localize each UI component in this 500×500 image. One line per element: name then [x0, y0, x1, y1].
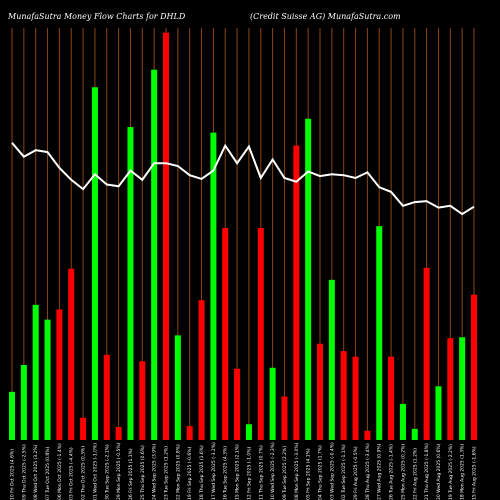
- bar: [198, 300, 205, 440]
- bar: [399, 403, 406, 440]
- bar: [376, 226, 383, 440]
- bar: [388, 356, 395, 440]
- bar: [257, 227, 264, 440]
- x-tick-label: 15 Mon Sep 2025 (2.1%): [235, 444, 241, 500]
- bar: [447, 338, 454, 440]
- bar: [91, 87, 98, 440]
- bar: [234, 368, 241, 440]
- grid-lines: [11, 28, 475, 440]
- x-tick-label: 05 Fri Sep 2025 (4.1%): [306, 448, 312, 500]
- x-tick-label: 08 Wed Oct 2025 (3.2%): [33, 444, 39, 500]
- x-tick-label: 19 Fri Sep 2025 (-0.6%): [187, 446, 193, 500]
- x-tick-label: 19 Tue Aug 2025 (-2.2%): [448, 444, 454, 500]
- bar: [56, 309, 63, 440]
- x-tick-label: 26 Tue Aug 2025 (-1.4%): [389, 444, 395, 500]
- bar: [340, 351, 347, 440]
- bar: [459, 337, 466, 440]
- bar: [80, 417, 87, 440]
- x-tick-label: 18 Mon Aug 2025 (1.3%): [460, 444, 466, 500]
- bar: [127, 127, 134, 440]
- bar: [32, 304, 39, 440]
- x-tick-label: 22 Mon Sep 2025 (0.8%): [175, 444, 181, 500]
- x-tick-label: 01 Wed Oct 2025 (-1.0%): [92, 443, 98, 500]
- bar: [44, 319, 51, 440]
- bar: [293, 145, 300, 440]
- money-flow-line: [11, 142, 475, 216]
- x-tick-label: 09 Tue Sep 2025 (2.2%): [282, 446, 288, 500]
- bar: [245, 424, 252, 440]
- bar: [269, 367, 276, 440]
- x-tick-label: 22 Fri Aug 2025 (1.2%): [412, 448, 418, 500]
- bar: [115, 427, 122, 440]
- x-tick-label: 07 Tue Oct 2025 (0.8%): [45, 446, 51, 500]
- x-tick-label: 30 Tue Sep 2025 (-2.1%): [104, 444, 110, 500]
- x-tick-label: 27 Wed Aug 2025 (0.9%): [377, 443, 383, 500]
- bars: [9, 32, 477, 441]
- bar: [9, 391, 15, 440]
- x-tick-label: 20 Wed Aug 2025 (0.6%): [436, 443, 442, 500]
- chart-title: MunafaSutra Money Flow Charts for DHLD: [8, 12, 186, 21]
- x-tick-label: 10 Fri Oct 2025 (4.6%): [10, 449, 16, 500]
- source-label: (Credit Suisse AG) MunafaSutra.com: [250, 12, 401, 21]
- bar: [423, 267, 430, 440]
- x-tick-label: 02 Thu Oct 2025 (0.3%): [81, 446, 87, 500]
- bar: [68, 268, 75, 440]
- x-tick-label: 29 Mon Sep 2025 (-0.5%): [116, 442, 122, 500]
- x-tick-label: 04 Thu Sep 2025 (1.7%): [318, 445, 324, 500]
- x-tick-label: 10 Wed Sep 2025 (-2.3%): [270, 442, 276, 500]
- x-tick-label: 24 Wed Sep 2025 (3.9%): [152, 444, 158, 500]
- x-tick-label: 29 Fri Aug 2025 (-0.5%): [353, 446, 359, 500]
- x-tick-label: 28 Thu Aug 2025 (-3.4%): [365, 443, 371, 500]
- bar: [163, 32, 169, 441]
- x-tick-label: 09 Thu Oct 2025 (-2.5%): [21, 444, 27, 500]
- bar: [139, 361, 146, 440]
- bar: [186, 426, 193, 440]
- bar: [281, 396, 288, 440]
- bar: [364, 430, 371, 440]
- x-tick-label: 21 Thu Aug 2025 (-1.8%): [424, 443, 430, 500]
- x-tick-label: 25 Thu Sep 2025 (0.6%): [140, 445, 146, 500]
- bar: [435, 386, 442, 440]
- bar: [103, 354, 110, 440]
- bar: [471, 294, 477, 440]
- x-tick-labels: 10 Fri Oct 2025 (4.6%) 09 Thu Oct 2025 (-…: [10, 442, 478, 500]
- x-tick-label: 06 Mon Oct 2025 (-1.4%): [57, 443, 63, 500]
- bar: [151, 69, 158, 441]
- bar: [305, 118, 312, 441]
- bar: [317, 343, 323, 440]
- bar: [20, 365, 27, 440]
- x-tick-label: 16 Tue Sep 2025 (4.3%): [223, 446, 229, 500]
- x-tick-label: 02 Tue Sep 2025 (-1.1%): [341, 444, 347, 500]
- x-tick-label: 12 Fri Sep 2025 (-1.0%): [246, 446, 252, 500]
- bar: [352, 356, 359, 440]
- x-tick-label: 25 Mon Aug 2025 (0.2%): [400, 444, 406, 500]
- bar: [222, 227, 229, 440]
- bar: [411, 428, 418, 440]
- x-tick-label: 15 Fri Aug 2025 (-1.6%): [472, 446, 478, 500]
- x-tick-label: 03 Wed Sep 2025 (-0.4%): [329, 442, 335, 500]
- x-tick-label: 23 Tue Sep 2025 (1.2%): [164, 446, 170, 500]
- bar: [328, 279, 335, 440]
- x-tick-label: 18 Thu Sep 2025 (1.6%): [199, 445, 205, 500]
- x-tick-label: 17 Wed Sep 2025 (-3.2%): [211, 442, 217, 500]
- bar: [210, 132, 217, 440]
- x-tick-label: 03 Fri Oct 2025 (-4.4%): [69, 447, 75, 500]
- x-tick-label: 11 Thu Sep 2025 (0.7%): [258, 445, 264, 500]
- x-tick-label: 26 Fri Sep 2025 (1.1%): [128, 448, 134, 500]
- bar: [174, 335, 181, 440]
- x-tick-label: 08 Mon Sep 2025 (-3.0%): [294, 442, 300, 500]
